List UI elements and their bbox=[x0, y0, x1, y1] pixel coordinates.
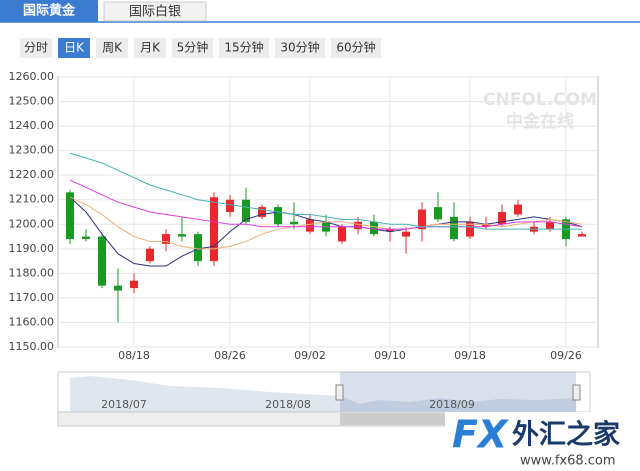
candle-body bbox=[66, 192, 74, 239]
tab[interactable]: 国际黄金 bbox=[23, 3, 76, 19]
candle-body bbox=[546, 221, 554, 230]
period-button[interactable] bbox=[20, 38, 52, 58]
x-tick-label: 09/02 bbox=[294, 349, 326, 362]
x-tick-label: 09/26 bbox=[550, 349, 582, 362]
y-tick-label: 1240.00 bbox=[9, 119, 55, 132]
period-label[interactable]: 30分钟 bbox=[280, 40, 319, 55]
tab-box[interactable] bbox=[103, 1, 207, 22]
navigator-label: 2018/08 bbox=[265, 398, 311, 411]
candle-body bbox=[274, 207, 282, 225]
logo: FX bbox=[452, 413, 509, 457]
candle-body bbox=[210, 197, 218, 262]
candle-body bbox=[258, 207, 266, 217]
logo-url: www.fx68.com bbox=[520, 454, 616, 469]
candle-body bbox=[578, 234, 586, 237]
candle-body bbox=[466, 221, 474, 237]
x-tick-label: 08/26 bbox=[214, 349, 246, 362]
x-tick-label: 09/18 bbox=[454, 349, 486, 362]
candle-body bbox=[114, 285, 122, 291]
y-tick-label: 1220.00 bbox=[9, 168, 55, 181]
period-label[interactable]: 5分钟 bbox=[177, 40, 209, 55]
candle-body bbox=[450, 216, 458, 239]
period-label[interactable]: 月K bbox=[140, 41, 161, 55]
x-tick-label: 08/18 bbox=[118, 349, 150, 362]
candle-body bbox=[338, 226, 346, 242]
y-tick-label: 1200.00 bbox=[9, 217, 55, 230]
y-tick-label: 1230.00 bbox=[9, 144, 55, 157]
period-label[interactable]: 日K bbox=[64, 41, 85, 55]
candle-body bbox=[306, 219, 314, 232]
period-button[interactable] bbox=[58, 38, 90, 58]
period-button[interactable] bbox=[219, 38, 269, 58]
y-tick-label: 1190.00 bbox=[9, 242, 55, 255]
period-label[interactable]: 周K bbox=[102, 41, 123, 55]
logo-bg bbox=[445, 412, 640, 471]
y-tick-label: 1150.00 bbox=[9, 340, 55, 353]
candle-body bbox=[130, 280, 138, 289]
y-tick-label: 1210.00 bbox=[9, 193, 55, 206]
candle-body bbox=[82, 236, 90, 239]
watermark: 中金在线 bbox=[506, 111, 574, 132]
y-tick-label: 1170.00 bbox=[9, 291, 55, 304]
period-label[interactable]: 分时 bbox=[24, 41, 48, 55]
candle-body bbox=[354, 221, 362, 230]
tab-active[interactable] bbox=[0, 0, 98, 22]
candle-body bbox=[178, 234, 186, 237]
candle-body bbox=[370, 221, 378, 235]
candle-body bbox=[386, 229, 394, 232]
candle-body bbox=[146, 248, 154, 262]
candle-body bbox=[98, 236, 106, 286]
period-label[interactable]: 15分钟 bbox=[224, 40, 263, 55]
y-tick-label: 1260.00 bbox=[9, 70, 55, 83]
period-label[interactable]: 60分钟 bbox=[336, 40, 375, 55]
candle-body bbox=[482, 224, 490, 227]
candle-body bbox=[418, 209, 426, 230]
handle[interactable] bbox=[335, 384, 344, 401]
period-button[interactable] bbox=[172, 38, 213, 58]
period-button[interactable] bbox=[96, 38, 128, 58]
candle-body bbox=[162, 234, 170, 244]
ma-line bbox=[69, 152, 582, 230]
handle[interactable] bbox=[572, 384, 581, 401]
navigator-label: 2018/07 bbox=[101, 398, 147, 411]
navigator-selection[interactable] bbox=[340, 372, 576, 412]
candle-body bbox=[194, 234, 202, 262]
watermark: CNFOL.COM bbox=[483, 90, 597, 110]
y-tick-label: 1250.00 bbox=[9, 95, 55, 108]
tab[interactable]: 国际白银 bbox=[129, 4, 181, 20]
ma-line bbox=[69, 179, 583, 230]
candle-body bbox=[498, 212, 506, 225]
ma-line bbox=[69, 196, 583, 250]
candle-body bbox=[402, 231, 410, 237]
navigator-label: 2018/09 bbox=[429, 398, 475, 411]
period-buttons: 分时 日K 周K 月K 5分钟 15分钟 30分钟 60分钟 bbox=[20, 38, 381, 58]
candle-body bbox=[514, 204, 522, 215]
candle-body bbox=[242, 199, 250, 222]
plot: 1150.00 1160.00 1170.00 1180.00 1190.00 1200.… bbox=[9, 70, 598, 362]
candle-body bbox=[290, 221, 298, 225]
navigator-area bbox=[70, 376, 576, 412]
period-button[interactable] bbox=[275, 38, 325, 58]
candle-body bbox=[434, 207, 442, 220]
period-button[interactable] bbox=[331, 38, 381, 58]
y-tick-label: 1180.00 bbox=[9, 266, 55, 279]
logo-text: 外汇之家 bbox=[512, 419, 620, 451]
x-tick-label: 09/10 bbox=[374, 349, 406, 362]
y-tick-label: 1160.00 bbox=[9, 315, 55, 328]
period-button[interactable] bbox=[134, 38, 166, 58]
candle-body bbox=[226, 199, 234, 212]
